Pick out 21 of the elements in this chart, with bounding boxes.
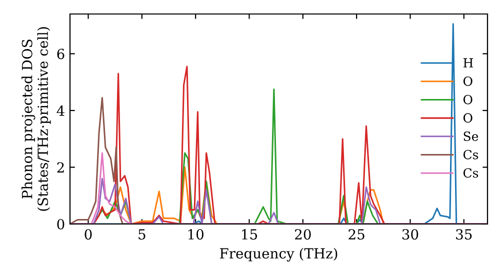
x-tick-label: 15 — [242, 229, 257, 240]
legend-label: Cs — [463, 168, 478, 178]
y-tick-label: 2 — [57, 162, 64, 173]
x-tick-label: 30 — [402, 229, 418, 240]
x-tick-label: 20 — [295, 229, 311, 240]
legend-label: Se — [464, 132, 478, 141]
y-axis-title: Phonon projected DOS (States/THz·primitive cell) — [22, 27, 51, 211]
y-tick-label: 4 — [56, 105, 64, 116]
y-tick-label: 0 — [57, 218, 64, 230]
x-tick-label: 25 — [348, 229, 364, 240]
x-tick-label: 35 — [456, 229, 472, 240]
y-tick-label: 6 — [57, 48, 64, 60]
legend-label: O — [463, 76, 472, 86]
x-tick-label: 0 — [84, 229, 92, 240]
x-axis-title: Frequency (THz) — [220, 248, 338, 262]
legend-label: O — [463, 113, 472, 123]
legend-label: O — [463, 94, 472, 104]
x-tick-label: 5 — [138, 229, 146, 240]
legend-label: Cs — [463, 150, 478, 160]
x-tick-label: 10 — [188, 229, 204, 240]
legend-label: H — [463, 58, 473, 68]
